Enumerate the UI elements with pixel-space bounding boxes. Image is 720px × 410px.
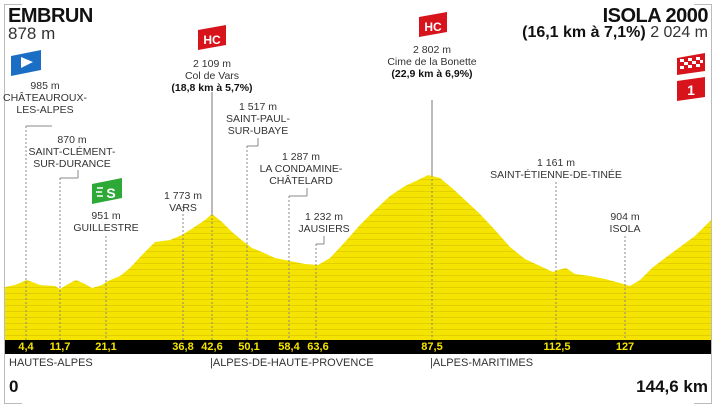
start-flag-icon (11, 50, 41, 76)
sprint-icon: S (92, 178, 122, 204)
km-tick: 58,4 (278, 341, 300, 353)
frame-corner (694, 403, 712, 404)
point-label: 1 773 m VARS (164, 190, 202, 214)
department-label: |ALPES-MARITIMES (430, 357, 534, 369)
km-tick: 42,6 (201, 341, 223, 353)
distance-start: 0 (9, 377, 19, 396)
finish-climb: (16,1 km à 7,1%) (522, 24, 646, 41)
frame-right (711, 4, 712, 404)
point-label: 870 m SAINT-CLÉMENT- SUR-DURANCE (28, 134, 116, 170)
frame-corner (4, 403, 22, 404)
point-label: 985 m CHÂTEAUROUX- LES-ALPES (2, 80, 88, 116)
km-bar (5, 340, 711, 354)
hc-climb-icon: HC (198, 25, 226, 50)
km-tick: 11,7 (49, 341, 71, 353)
point-label: 1 161 m SAINT-ÉTIENNE-DE-TINÉE (490, 157, 622, 181)
km-tick: 4,4 (18, 341, 34, 353)
start-town: EMBRUN (8, 5, 93, 27)
point-label: 1 232 m JAUSIERS (298, 211, 350, 235)
frame-corner (694, 4, 712, 5)
point-label: 2 109 m Col de Vars (18,8 km à 5,7%) (171, 58, 253, 94)
svg-text:HC: HC (424, 20, 442, 34)
finish-climb-info: (16,1 km à 7,1%) 2 024 m (522, 24, 708, 42)
department-label: |ALPES-DE-HAUTE-PROVENCE (210, 357, 374, 369)
finish-town: ISOLA 2000 (602, 5, 709, 27)
svg-text:S: S (106, 185, 115, 201)
finish-altitude: 2 024 m (650, 24, 708, 41)
point-label: 1 287 m LA CONDAMINE- CHÂTELARD (259, 151, 343, 187)
frame-left (4, 4, 5, 404)
km-tick: 127 (615, 341, 635, 353)
point-label: 904 m ISOLA (609, 211, 641, 235)
km-tick: 50,1 (238, 341, 260, 353)
svg-text:1: 1 (687, 82, 695, 98)
frame-corner (4, 4, 22, 5)
km-tick: 112,5 (543, 341, 571, 353)
profile-area (5, 175, 711, 340)
department-label: HAUTES-ALPES (9, 357, 93, 369)
km-tick: 87,5 (421, 341, 443, 353)
hc-climb-icon: HC (419, 12, 447, 37)
km-tick: 21,1 (95, 341, 117, 353)
distance-end: 144,6 km (636, 377, 708, 396)
km-tick: 63,6 (307, 341, 329, 353)
point-label: 2 802 m Cime de la Bonette (22,9 km à 6,9%… (387, 44, 477, 80)
point-label: 1 517 m SAINT-PAUL- SUR-UBAYE (226, 101, 290, 137)
km-markers (25, 125, 626, 340)
point-label: 951 m GUILLESTRE (73, 210, 139, 234)
finish-flag-icon: 1 (677, 53, 705, 101)
start-altitude: 878 m (8, 24, 56, 43)
svg-text:HC: HC (203, 33, 221, 47)
km-tick: 36,8 (172, 341, 194, 353)
